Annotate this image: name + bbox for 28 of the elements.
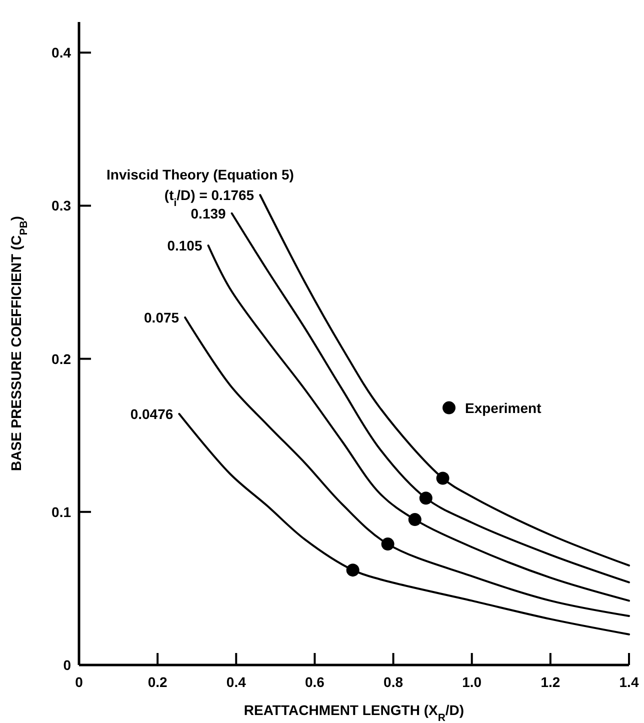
point	[408, 513, 422, 526]
point	[346, 564, 360, 577]
line-series	[259, 194, 630, 566]
x-tick-label: 0.4	[226, 674, 246, 690]
x-tick-label: 1.2	[540, 674, 560, 690]
x-tick-label: 0	[75, 674, 84, 690]
x-tick-label: 1.0	[462, 674, 482, 690]
legend-label: Experiment	[465, 400, 542, 416]
x-tick-label: 0.2	[148, 674, 168, 690]
x-tick-label: 1.4	[619, 674, 639, 690]
series-label: 0.0476	[130, 406, 174, 422]
point	[419, 492, 432, 505]
x-axis-title: REATTACHMENT LENGTH (X$_{R}$/D)	[244, 702, 464, 723]
line-series	[230, 212, 630, 584]
x-tick-label: 0.6	[304, 674, 325, 690]
line-series	[184, 316, 630, 618]
series-label: 0.075	[144, 309, 180, 326]
y-tick-label: 0	[63, 657, 72, 673]
y-tick-label: 0.2	[52, 350, 72, 367]
series-label: 0.105	[167, 238, 202, 254]
y-tick-label: 0.4	[52, 44, 72, 61]
x-tick-label: 0.8	[384, 674, 404, 690]
point	[436, 472, 450, 485]
point	[381, 538, 394, 551]
line-series	[207, 244, 630, 602]
annotation: Inviscid Theory (Equation 5)	[106, 166, 294, 183]
y-tick-label: 0.1	[52, 504, 72, 520]
y-tick-label: 0.3	[52, 198, 72, 214]
